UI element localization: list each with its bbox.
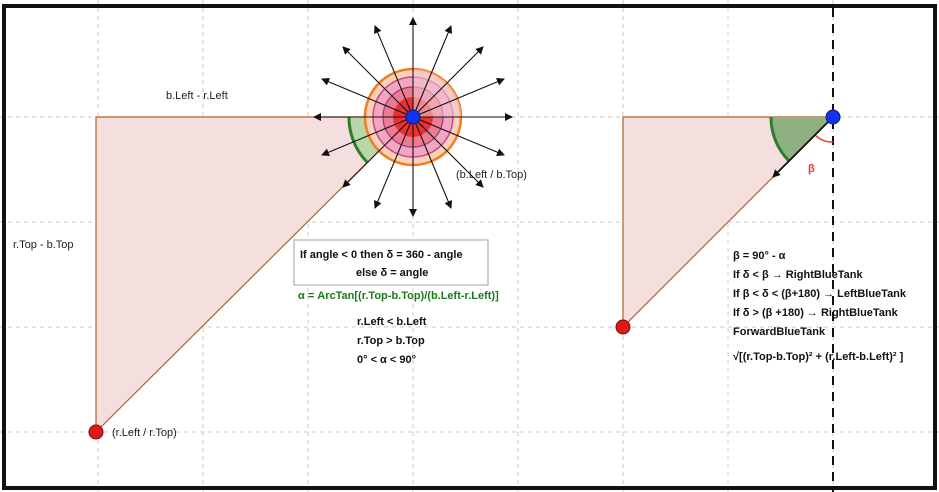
angle-rule-box bbox=[293, 239, 489, 286]
condition-2: r.Top > b.Top bbox=[357, 335, 425, 347]
condition-3: 0° < α < 90° bbox=[357, 354, 416, 366]
alpha-formula: α = ArcTan[(r.Top-b.Top)/(b.Left-r.Left)… bbox=[298, 290, 499, 302]
rule-3: If β < δ < (β+180) → LeftBlueTank bbox=[733, 288, 907, 300]
alpha-angle-arc-right bbox=[770, 117, 833, 161]
blue-point-left bbox=[405, 109, 421, 125]
rule-2: If δ < β → RightBlueTank bbox=[733, 269, 863, 281]
left-triangle bbox=[95, 116, 415, 434]
angle-rule-line1: If angle < 0 then δ = 360 - angle bbox=[300, 249, 463, 261]
horizontal-diff-label: b.Left - r.Left bbox=[166, 90, 228, 102]
frame-border bbox=[2, 4, 937, 490]
blue-point-right bbox=[825, 109, 841, 125]
distance-formula: √[(r.Top-b.Top)² + (r.Left-b.Left)² ] bbox=[733, 351, 904, 363]
blue-point-label: (b.Left / b.Top) bbox=[456, 169, 527, 181]
red-point-label: (r.Left / r.Top) bbox=[112, 427, 177, 439]
red-point-left bbox=[88, 424, 104, 440]
direction-arrows bbox=[313, 17, 513, 217]
beta-label: β bbox=[808, 163, 815, 175]
rule-1: β = 90° - α bbox=[733, 250, 786, 262]
beta-angle-arc bbox=[814, 134, 834, 143]
angle-rule-line2: else δ = angle bbox=[356, 267, 428, 279]
rule-4: If δ > (β +180) → RightBlueTank bbox=[733, 307, 899, 319]
direction-arrow-right bbox=[772, 116, 834, 178]
rule-5: ForwardBlueTank bbox=[733, 326, 826, 338]
red-point-right bbox=[615, 319, 631, 335]
condition-1: r.Left < b.Left bbox=[357, 316, 427, 328]
alpha-angle-arc-right-stroke bbox=[769, 116, 791, 163]
vertical-diff-label: r.Top - b.Top bbox=[13, 239, 74, 251]
